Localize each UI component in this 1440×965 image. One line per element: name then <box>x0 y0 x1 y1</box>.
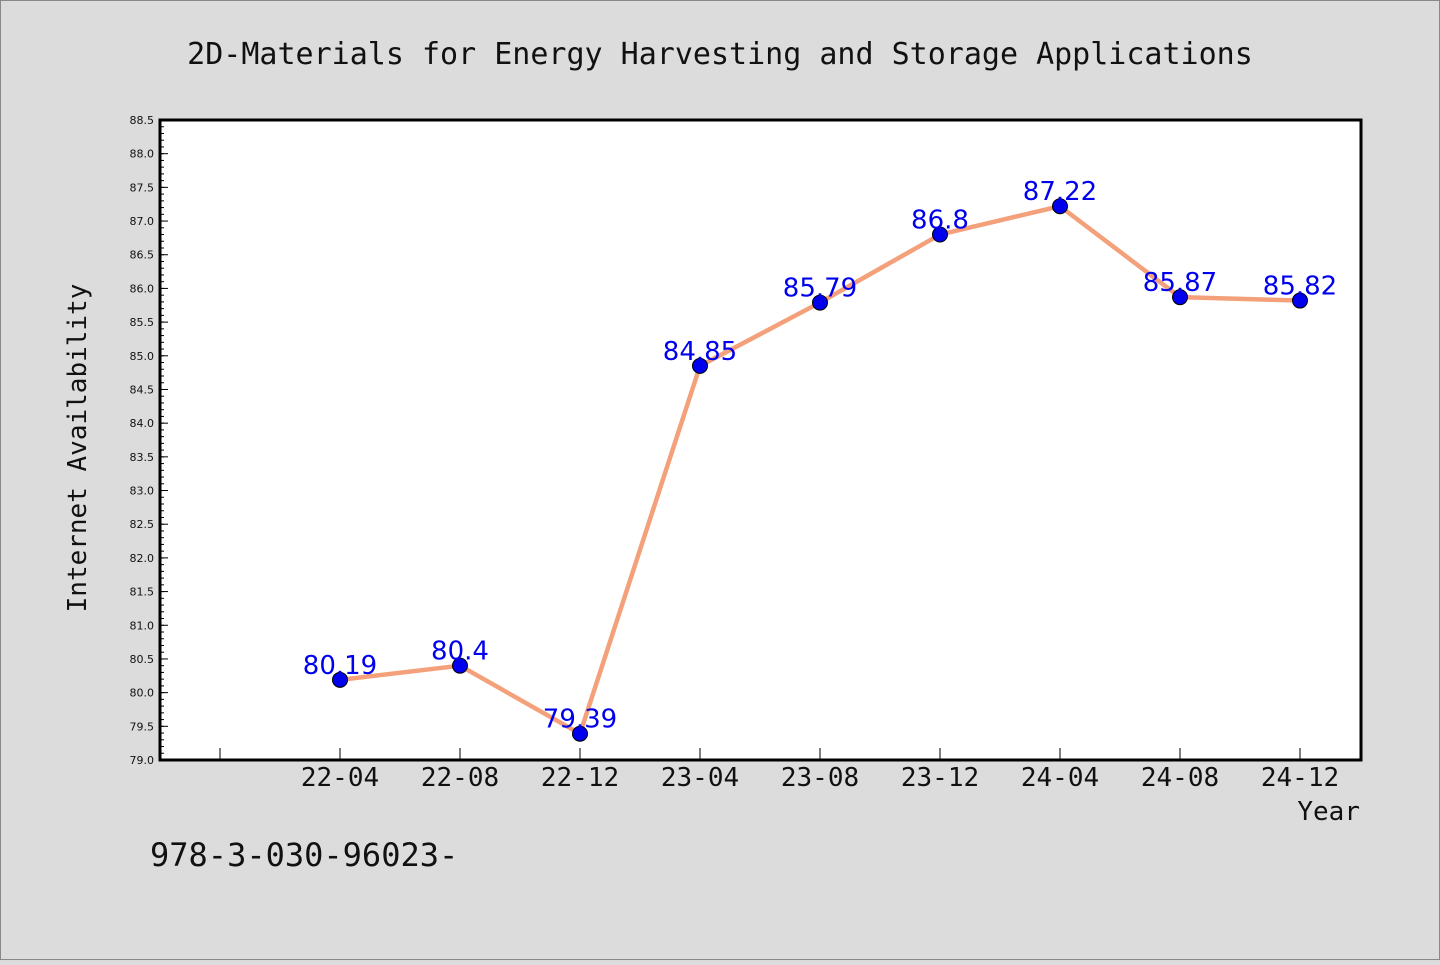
data-point <box>932 226 948 243</box>
y-tick-label: 84.0 <box>130 417 155 430</box>
y-axis-label: Internet Availability <box>63 284 93 613</box>
x-tick-label: 24-04 <box>1021 763 1099 793</box>
y-axis-tick-labels: 79.0 79.5 80.0 80.5 81.0 81.5 82.0 82.5 83.0 83.5… <box>130 114 155 767</box>
x-tick-label: 24-12 <box>1261 763 1339 793</box>
data-label: 79.39 <box>543 705 617 735</box>
data-label: 85.87 <box>1143 268 1217 298</box>
y-tick-label: 88.0 <box>130 148 155 161</box>
x-tick-label: 22-08 <box>421 763 499 793</box>
data-labels: 80.19 80.4 79.39 84.85 85.79 86.8 87.22 85.87 85… <box>303 177 1337 734</box>
y-tick-label: 82.5 <box>130 518 155 531</box>
y-tick-label: 81.5 <box>130 586 155 599</box>
y-tick-label: 88.5 <box>130 114 155 127</box>
data-label: 85.82 <box>1263 272 1337 302</box>
plot-area <box>158 118 1363 762</box>
data-point <box>1172 289 1188 306</box>
axis-ticks <box>160 119 1301 761</box>
data-point <box>1292 292 1308 309</box>
footer-isbn-text: 978-3-030-96023- <box>150 836 458 874</box>
data-label: 85.79 <box>783 274 857 304</box>
y-tick-label: 85.0 <box>130 350 155 363</box>
data-label: 80.19 <box>303 651 377 681</box>
y-tick-label: 79.5 <box>130 720 155 733</box>
y-tick-label: 84.5 <box>130 383 155 396</box>
x-axis-label: Year <box>1297 797 1360 827</box>
y-tick-label: 86.0 <box>130 282 155 295</box>
x-tick-label: 23-08 <box>781 763 859 793</box>
data-point <box>692 357 708 374</box>
data-point <box>332 671 348 688</box>
y-tick-label: 81.0 <box>130 619 155 632</box>
y-tick-label: 87.5 <box>130 181 155 194</box>
chart-title: 2D-Materials for Energy Harvesting and S… <box>187 37 1253 72</box>
y-tick-label: 83.0 <box>130 485 155 498</box>
data-label: 87.22 <box>1023 177 1097 207</box>
x-tick-label: 22-12 <box>541 763 619 793</box>
data-point <box>1052 198 1068 215</box>
data-point <box>572 725 588 742</box>
y-tick-label: 85.5 <box>130 316 155 329</box>
data-label: 84.85 <box>663 337 737 367</box>
data-label: 80.4 <box>431 637 489 667</box>
y-tick-label: 80.5 <box>130 653 155 666</box>
data-point <box>812 294 828 311</box>
x-tick-label: 24-08 <box>1141 763 1219 793</box>
y-tick-label: 86.5 <box>130 249 155 262</box>
x-tick-label: 23-04 <box>661 763 739 793</box>
x-tick-label: 22-04 <box>301 763 379 793</box>
y-tick-label: 79.0 <box>130 754 155 767</box>
y-tick-label: 80.0 <box>130 687 155 700</box>
data-label: 86.8 <box>911 206 969 236</box>
data-point <box>452 657 468 674</box>
x-axis-tick-labels: 22-04 22-08 22-12 23-04 23-08 23-12 24-04 24-08… <box>301 763 1339 793</box>
x-tick-label: 23-12 <box>901 763 979 793</box>
y-tick-label: 87.0 <box>130 215 155 228</box>
y-tick-label: 83.5 <box>130 451 155 464</box>
y-tick-label: 82.0 <box>130 552 155 565</box>
data-series <box>332 198 1308 742</box>
